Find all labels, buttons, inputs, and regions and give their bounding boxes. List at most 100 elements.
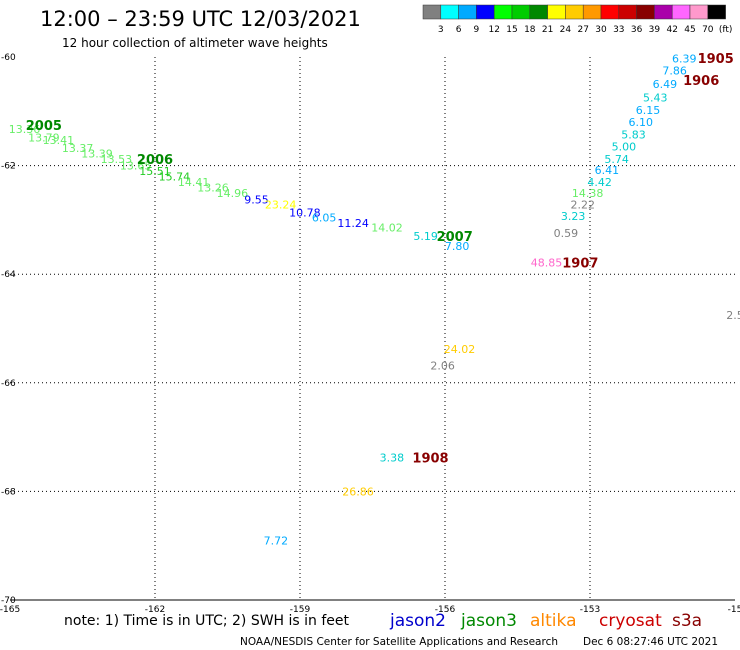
colorbar-label: 15	[506, 25, 517, 35]
colorbar-label: (ft)	[719, 25, 733, 35]
wave-height-label: 7.86	[662, 65, 687, 78]
colorbar-label: 36	[631, 25, 643, 35]
colorbar-swatch	[529, 4, 548, 20]
legend-entry-jason3: jason3	[460, 611, 517, 631]
wave-height-label: 15.51	[139, 165, 171, 178]
wave-height-label: 11.24	[337, 217, 369, 230]
legend-entry-cryosat: cryosat	[599, 611, 662, 631]
wave-height-label: 6.05	[312, 212, 337, 225]
satellite-legend: jason2 jason3 altika cryosat s3a	[389, 611, 702, 631]
colorbar-label: 18	[524, 25, 536, 35]
wave-height-label: 13.79	[28, 131, 60, 144]
track-id-label: 2005	[26, 119, 62, 134]
colorbar-swatch	[707, 4, 726, 20]
wave-height-label: 14.41	[178, 176, 210, 189]
wave-height-label: 2.06	[430, 359, 455, 372]
wave-height-label: 6.10	[629, 116, 654, 129]
colorbar-label: 9	[474, 25, 480, 35]
chart-subtitle: 12 hour collection of altimeter wave hei…	[62, 36, 328, 50]
y-tick-label: -60	[1, 53, 16, 63]
wave-height-label: 2.5	[726, 309, 740, 322]
colorbar-swatch	[511, 4, 531, 20]
axis-tick-labels: -165 -162 -159 -156 -153 -15 -60 -62 -64 -66 -68 -7…	[0, 53, 740, 615]
wave-height-label: 13.37	[62, 142, 94, 155]
legend-entry-s3a: s3a	[672, 611, 702, 631]
colorbar-swatch	[618, 4, 637, 20]
wave-height-label: 13.65	[120, 160, 152, 173]
colorbar-label: 33	[613, 25, 624, 35]
wave-height-labels: 13.3613.7913.4113.3713.3913.5313.6515.51…	[9, 53, 740, 548]
colorbar-label: 30	[595, 25, 607, 35]
y-tick-label: -66	[1, 379, 16, 389]
legend-entry-altika: altika	[530, 611, 577, 631]
colorbar-swatch	[671, 4, 691, 20]
x-tick-label: -162	[145, 605, 165, 615]
wave-height-label: 13.41	[43, 134, 75, 147]
wave-height-label: 48.85	[531, 256, 563, 269]
wave-height-label: 7.72	[264, 534, 289, 547]
colorbar-label: 3	[438, 25, 444, 35]
colorbar-swatch	[654, 4, 673, 20]
wave-height-label: 15.74	[159, 170, 191, 183]
colorbar-swatch	[493, 4, 513, 20]
track-id-label: 1908	[412, 452, 448, 467]
wave-height-label: 5.43	[643, 92, 668, 105]
colorbar-swatch	[458, 4, 477, 20]
y-tick-label: -68	[1, 487, 16, 497]
track-id-label: 2006	[137, 153, 173, 168]
colorbar-swatch	[582, 4, 602, 20]
footer-note: note: 1) Time is in UTC; 2) SWH is in fe…	[64, 613, 350, 629]
wave-height-label: 6.49	[653, 78, 678, 91]
y-tick-label: -70	[1, 596, 16, 606]
wave-height-label: 3.23	[561, 210, 586, 223]
wave-height-label: 3.38	[380, 452, 405, 465]
wave-height-label: 10.78	[289, 206, 321, 219]
wave-height-label: 14.02	[371, 222, 403, 235]
colorbar-label: 27	[577, 25, 588, 35]
track-id-labels: 2005 2006 2007 1905 1906 1907 1908	[26, 52, 734, 467]
colorbar-swatch	[565, 4, 584, 20]
track-id-label: 1907	[562, 256, 598, 271]
colorbar-label: 39	[649, 25, 661, 35]
colorbar-swatch	[422, 4, 442, 20]
y-tick-label: -64	[1, 270, 16, 280]
footer-credit: NOAA/NESDIS Center for Satellite Applica…	[240, 636, 558, 648]
chart-title: 12:00 – 23:59 UTC 12/03/2021	[40, 7, 361, 31]
colorbar-label: 42	[666, 25, 677, 35]
wave-height-label: 5.74	[604, 153, 629, 166]
y-tick-label: -62	[1, 162, 16, 172]
x-tick-label: -153	[580, 605, 600, 615]
colorbar-swatch	[636, 4, 655, 20]
wave-height-label: 9.55	[244, 193, 269, 206]
wave-height-label: 2.22	[571, 199, 596, 212]
wave-height-label: 6.39	[672, 53, 697, 66]
x-tick-label: -156	[435, 605, 456, 615]
colorbar-swatch	[600, 4, 620, 20]
wave-height-label: 5.00	[612, 141, 637, 154]
wave-height-label: 13.53	[101, 153, 133, 166]
wave-height-label: 13.39	[81, 148, 113, 161]
wave-height-label: 14.96	[217, 187, 249, 200]
colorbar-label: 24	[560, 25, 572, 35]
footer-timestamp: Dec 6 08:27:46 UTC 2021	[583, 636, 718, 648]
wave-height-label: 24.02	[444, 343, 476, 356]
wave-height-label: 13.36	[9, 123, 41, 136]
wave-height-label: 6.15	[636, 104, 661, 117]
colorbar-label: 70	[702, 25, 714, 35]
wave-height-label: 7.80	[445, 240, 470, 253]
wave-height-label: 0.59	[554, 227, 579, 240]
colorbar-label: 6	[456, 25, 462, 35]
wave-height-label: 23.24	[265, 199, 297, 212]
legend-entry-jason2: jason2	[389, 611, 446, 631]
colorbar-label: 21	[542, 25, 553, 35]
colorbar-swatch	[689, 4, 709, 20]
wave-height-label: 14.38	[572, 187, 604, 200]
colorbar-swatch	[476, 4, 495, 20]
color-scale-bar: 3 6 9 12 15 18 21 24 27 30 33 36 39 42 45 70 (ft)	[422, 4, 733, 35]
colorbar-swatch	[440, 4, 459, 20]
wave-height-label: 5.83	[621, 129, 646, 142]
wave-height-label: 4.42	[587, 176, 612, 189]
wave-height-label: 13.26	[197, 181, 229, 194]
wave-height-label: 5.19	[413, 230, 438, 243]
